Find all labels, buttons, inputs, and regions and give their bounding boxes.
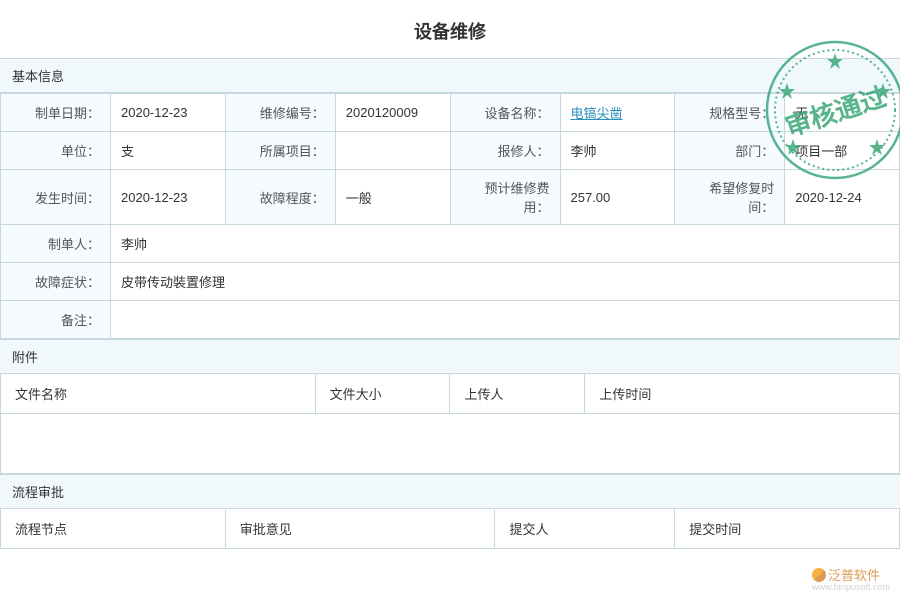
value-repair-no: 2020120009 xyxy=(335,94,450,132)
value-equip-name[interactable]: 电镐尖凿 xyxy=(560,94,675,132)
value-spec: 无 xyxy=(785,94,900,132)
value-unit: 支 xyxy=(111,132,226,170)
watermark-name: 泛普软件 xyxy=(828,568,880,583)
label-equip-name: 设备名称： xyxy=(450,94,560,132)
label-hope-date: 希望修复时间： xyxy=(675,170,785,225)
label-est-cost: 预计维修费用： xyxy=(450,170,560,225)
attachment-empty xyxy=(0,414,900,474)
watermark-logo-icon xyxy=(812,568,826,582)
file-col-name: 文件名称 xyxy=(1,374,316,414)
flow-header: 流程节点 审批意见 提交人 提交时间 xyxy=(0,509,900,549)
value-fault-level: 一般 xyxy=(335,170,450,225)
label-spec: 规格型号： xyxy=(675,94,785,132)
value-remark xyxy=(111,301,900,339)
attachment-header: 文件名称 文件大小 上传人 上传时间 xyxy=(0,374,900,414)
flow-col-submitter: 提交人 xyxy=(495,509,675,549)
label-remark: 备注： xyxy=(1,301,111,339)
watermark-url: www.fanpusoft.com xyxy=(812,582,890,592)
value-est-cost: 257.00 xyxy=(560,170,675,225)
label-creator: 制单人： xyxy=(1,225,111,263)
equip-name-link[interactable]: 电镐尖凿 xyxy=(571,106,623,121)
label-create-date: 制单日期： xyxy=(1,94,111,132)
file-col-time: 上传时间 xyxy=(585,374,900,414)
section-basic-info: 基本信息 xyxy=(0,58,900,93)
watermark: 泛普软件 www.fanpusoft.com xyxy=(812,565,890,592)
label-dept: 部门： xyxy=(675,132,785,170)
value-reporter: 李帅 xyxy=(560,132,675,170)
value-occur-date: 2020-12-23 xyxy=(111,170,226,225)
flow-col-time: 提交时间 xyxy=(675,509,900,549)
label-fault-level: 故障程度： xyxy=(225,170,335,225)
label-project: 所属项目： xyxy=(225,132,335,170)
label-repair-no: 维修编号： xyxy=(225,94,335,132)
page-title: 设备维修 xyxy=(0,0,900,58)
value-dept: 项目一部 xyxy=(785,132,900,170)
flow-col-node: 流程节点 xyxy=(1,509,226,549)
section-attachment: 附件 xyxy=(0,339,900,374)
label-occur-date: 发生时间： xyxy=(1,170,111,225)
value-create-date: 2020-12-23 xyxy=(111,94,226,132)
label-reporter: 报修人： xyxy=(450,132,560,170)
value-hope-date: 2020-12-24 xyxy=(785,170,900,225)
file-col-uploader: 上传人 xyxy=(450,374,585,414)
flow-col-opinion: 审批意见 xyxy=(225,509,495,549)
label-unit: 单位： xyxy=(1,132,111,170)
section-flow: 流程审批 xyxy=(0,474,900,509)
file-col-size: 文件大小 xyxy=(315,374,450,414)
value-project xyxy=(335,132,450,170)
basic-info-table: 制单日期： 2020-12-23 维修编号： 2020120009 设备名称： … xyxy=(0,93,900,339)
label-symptom: 故障症状： xyxy=(1,263,111,301)
value-symptom: 皮带传动裝置修理 xyxy=(111,263,900,301)
value-creator: 李帅 xyxy=(111,225,900,263)
